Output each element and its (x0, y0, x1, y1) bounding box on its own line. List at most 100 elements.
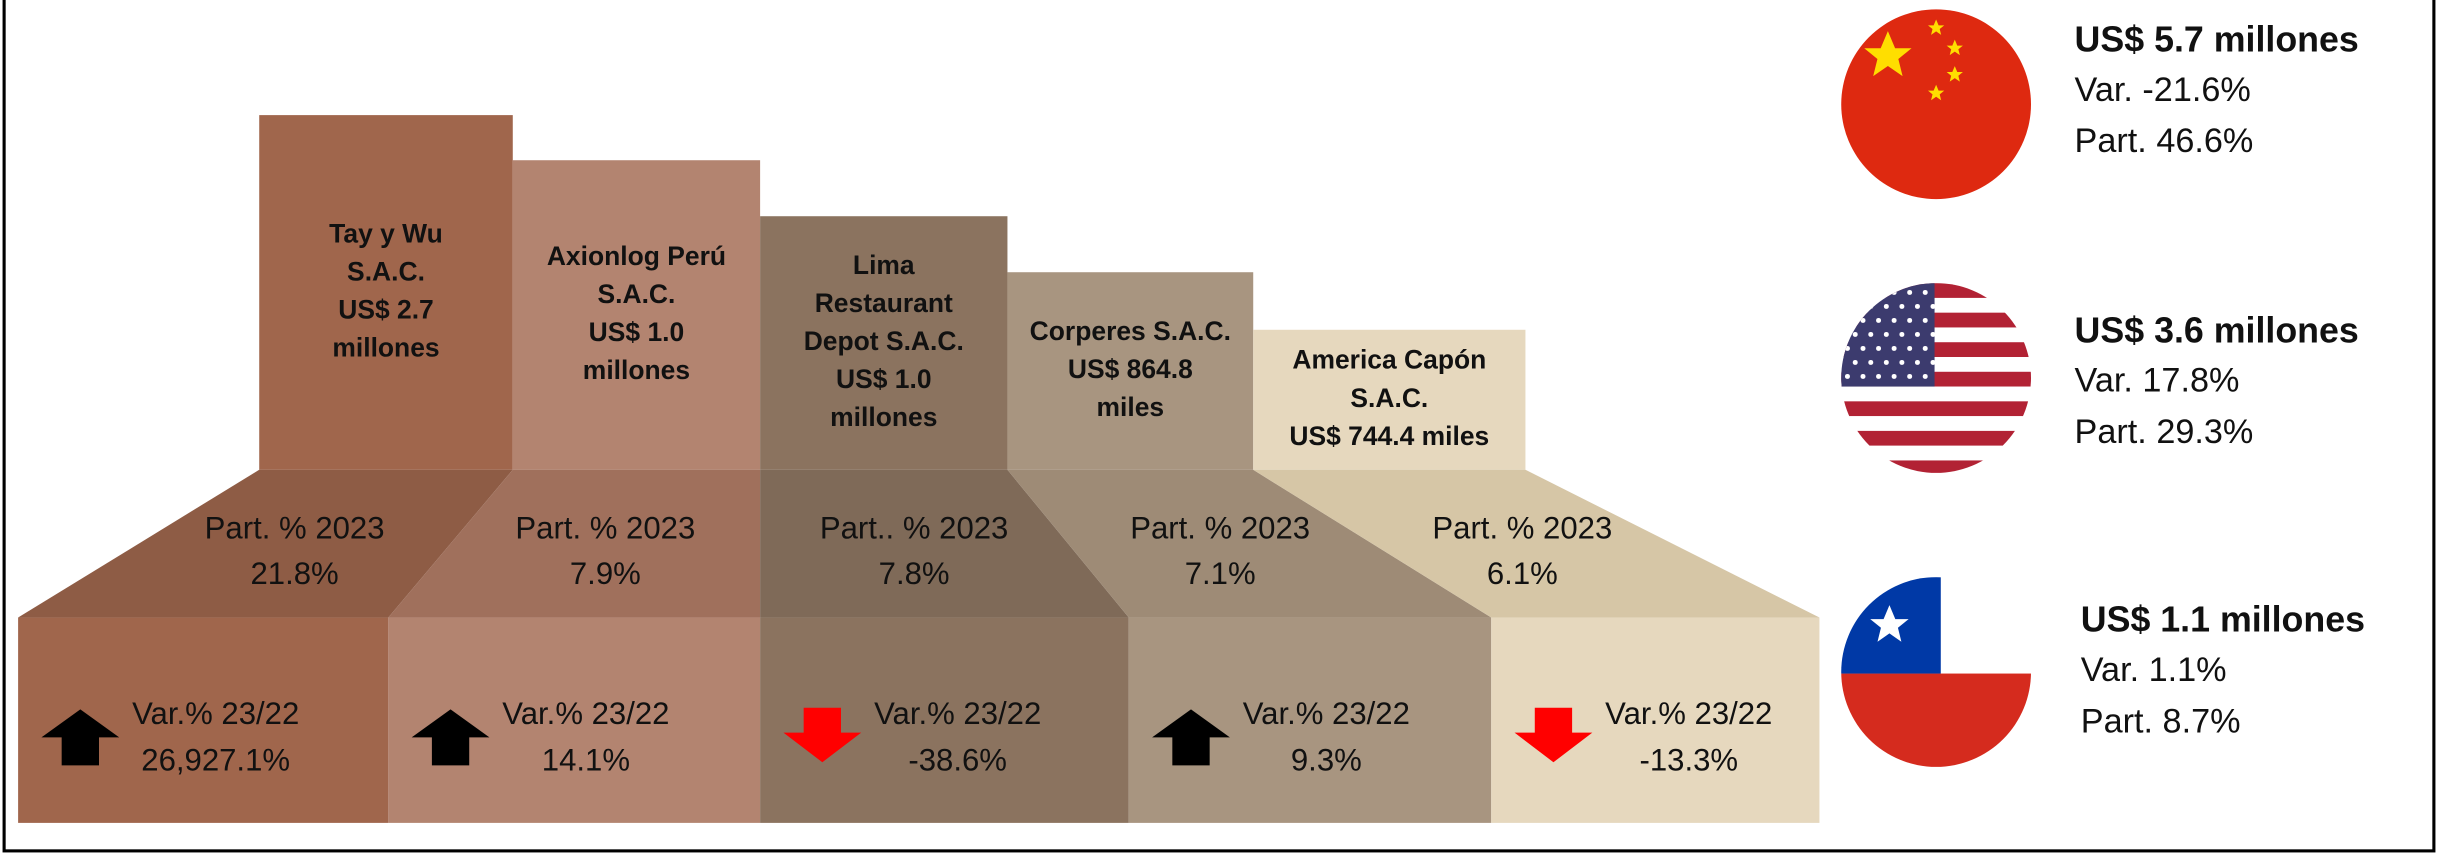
arrow-down (1514, 707, 1593, 763)
country-variation: Var. -21.6% (2075, 71, 2251, 109)
country-variation: Var. 17.8% (2075, 362, 2240, 400)
flag-china (1841, 9, 2031, 200)
share-band (388, 469, 761, 618)
variation-label: Var.% 23/22 (874, 696, 1041, 731)
company-line: S.A.C. (598, 279, 676, 309)
variation-label: Var.% 23/22 (132, 696, 299, 731)
variation-label: Var.% 23/22 (502, 696, 669, 731)
company-line: America Capón (1292, 345, 1486, 375)
share-label: Part. % 2023 (205, 511, 385, 546)
company-line: Restaurant (815, 288, 953, 318)
star (1852, 331, 1858, 337)
share-value: 7.1% (1185, 556, 1256, 591)
arrow-up (1152, 709, 1230, 766)
variation-label: Var.% 23/22 (1605, 696, 1772, 731)
variation-value: 26,927.1% (141, 742, 290, 777)
company-line: S.A.C. (1350, 383, 1428, 413)
star (1899, 303, 1905, 309)
star (1899, 359, 1905, 365)
arrow-up (411, 709, 490, 766)
star (1922, 373, 1928, 379)
star (1883, 359, 1889, 365)
stripe (1841, 386, 2031, 402)
company-box (1007, 272, 1254, 470)
variation-value: 9.3% (1291, 742, 1362, 777)
star (1907, 345, 1913, 351)
star (1899, 331, 1905, 337)
share-label: Part. % 2023 (1130, 511, 1310, 546)
share-band (1007, 469, 1492, 618)
country-amount: US$ 5.7 millones (2075, 19, 2359, 59)
company-line: Lima (853, 250, 915, 280)
variation-label: Var.% 23/22 (1243, 696, 1410, 731)
country-share: Part. 29.3% (2075, 413, 2254, 451)
star (1891, 373, 1897, 379)
star (1922, 345, 1928, 351)
star (1860, 373, 1866, 379)
star (1860, 317, 1866, 323)
country-amount: US$ 3.6 millones (2075, 310, 2359, 350)
stripe (1841, 416, 2031, 432)
star (1922, 289, 1928, 295)
company-line: US$ 1.0 (589, 317, 685, 347)
company-line: US$ 2.7 (338, 294, 434, 324)
country-amount: US$ 1.1 millones (2081, 600, 2365, 640)
star (1891, 345, 1897, 351)
star (1891, 317, 1897, 323)
company-line: millones (332, 333, 439, 363)
star (1914, 359, 1920, 365)
star (1876, 345, 1882, 351)
share-value: 7.8% (879, 556, 950, 591)
star (1868, 359, 1874, 365)
company-box (512, 160, 761, 470)
star (1907, 317, 1913, 323)
star (1914, 303, 1920, 309)
star (1876, 317, 1882, 323)
variation-value: -38.6% (908, 742, 1007, 777)
country-share: Part. 8.7% (2081, 702, 2241, 740)
star (1930, 303, 1936, 309)
company-line: US$ 1.0 (836, 364, 932, 394)
company-line: US$ 744.4 miles (1289, 421, 1489, 451)
company-box (259, 115, 513, 470)
share-value: 21.8% (251, 556, 339, 591)
star (1907, 373, 1913, 379)
share-label: Part.. % 2023 (820, 511, 1009, 546)
company-box (760, 216, 1008, 470)
share-label: Part. % 2023 (1432, 511, 1612, 546)
company-line: millones (583, 355, 690, 385)
stripe (1841, 401, 2031, 417)
star (1852, 359, 1858, 365)
share-value: 6.1% (1487, 556, 1558, 591)
company-line: millones (830, 402, 937, 432)
company-line: Axionlog Perú (547, 241, 726, 271)
variation-value: -13.3% (1639, 742, 1738, 777)
company-box (1253, 329, 1526, 470)
star (1883, 303, 1889, 309)
star (1844, 373, 1850, 379)
stripe (1841, 445, 2031, 461)
share-label: Part. % 2023 (515, 511, 695, 546)
star (1930, 331, 1936, 337)
share-band (760, 469, 1129, 618)
company-line: miles (1097, 392, 1165, 422)
variation-value: 14.1% (542, 742, 630, 777)
company-line: Corperes S.A.C. (1030, 316, 1231, 346)
company-line: US$ 864.8 (1068, 354, 1193, 384)
star (1907, 289, 1913, 295)
star (1930, 359, 1936, 365)
country-variation: Var. 1.1% (2081, 651, 2227, 689)
star (1914, 331, 1920, 337)
star (1883, 331, 1889, 337)
star (1860, 345, 1866, 351)
company-line: Depot S.A.C. (804, 326, 964, 356)
share-value: 7.9% (570, 556, 641, 591)
country-share: Part. 46.6% (2075, 122, 2254, 160)
arrow-down (783, 707, 862, 763)
share-band (1253, 469, 1820, 618)
star (1922, 317, 1928, 323)
star (1868, 331, 1874, 337)
stripe (1841, 430, 2031, 446)
star (1876, 373, 1882, 379)
